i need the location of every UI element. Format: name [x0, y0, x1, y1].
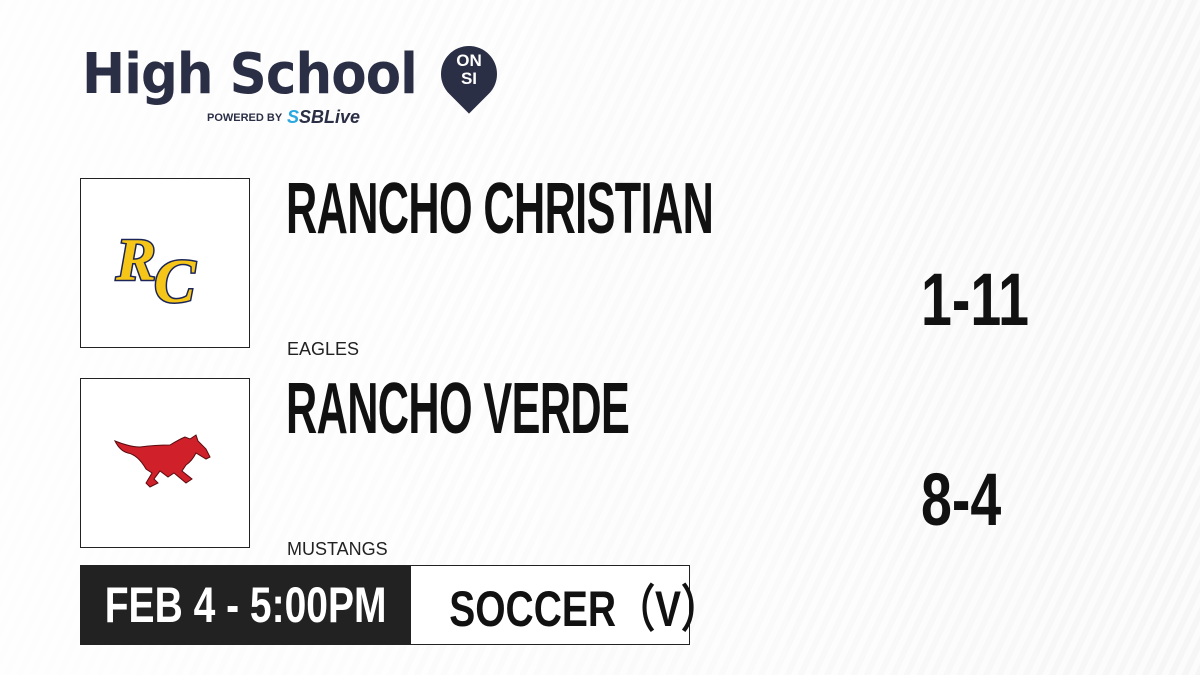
mustang-logo-icon	[113, 434, 211, 488]
rc-logo-icon: R C	[114, 226, 198, 309]
svg-text:C: C	[154, 248, 196, 308]
sport-text: SOCCER（V）	[449, 581, 721, 637]
svg-text:R: R	[115, 227, 156, 293]
team-name: RANCHO VERDE	[286, 369, 630, 449]
sblive-mark: S	[287, 107, 300, 127]
game-info-bar: FEB 4 - 5:00PM SOCCER（V）	[80, 565, 720, 645]
badge-bottom: SI	[460, 69, 478, 88]
datetime-text: FEB 4 - 5:00PM	[105, 577, 387, 633]
team-logo-rancho-christian: R C	[80, 178, 250, 348]
team-logo-rancho-verde	[80, 378, 250, 548]
brand-title: High School	[82, 42, 418, 107]
badge-top: ON	[456, 51, 482, 70]
team-name: RANCHO CHRISTIAN	[286, 169, 714, 249]
team-mascot: MUSTANGS	[287, 539, 388, 559]
on-si-badge: ON SI	[441, 52, 497, 88]
powered-by: POWERED BY	[207, 112, 283, 124]
sblive-logo: SSBLive	[287, 107, 360, 128]
game-sport: SOCCER（V）	[411, 566, 758, 644]
team-record: 1-11	[921, 258, 1030, 341]
sblive-text: SBLive	[299, 107, 361, 127]
team-mascot: EAGLES	[287, 339, 360, 359]
team-record: 8-4	[921, 458, 1002, 541]
game-datetime: FEB 4 - 5:00PM	[81, 566, 411, 644]
